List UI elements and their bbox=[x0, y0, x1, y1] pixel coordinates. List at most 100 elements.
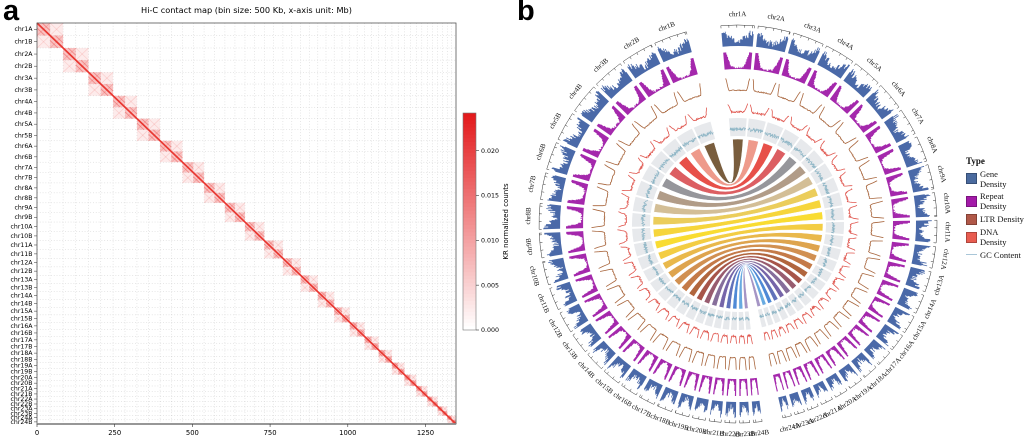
ltr-density-track bbox=[597, 164, 616, 186]
gene-density-track bbox=[789, 391, 803, 408]
dna-density-track bbox=[846, 237, 857, 251]
ltr-density-track bbox=[848, 140, 869, 162]
hic-y-label: chr17B bbox=[11, 344, 33, 351]
hic-y-label: chr4A bbox=[14, 99, 33, 106]
hic-y-label: chr16A bbox=[11, 323, 34, 330]
circos-sector-label: chr16A bbox=[897, 339, 916, 361]
hic-x-tick: 0 bbox=[35, 429, 39, 437]
repeat-density-track bbox=[595, 310, 620, 335]
gc-content-line bbox=[825, 246, 832, 257]
dna-density-track bbox=[668, 115, 687, 132]
ltr-density-track bbox=[785, 346, 797, 361]
hic-y-label: chr13A bbox=[11, 276, 34, 283]
hic-background bbox=[0, 0, 510, 445]
legend-item-label: Gene Density bbox=[980, 168, 1007, 189]
repeat-density-track bbox=[876, 279, 899, 302]
ribbon-chr20 bbox=[718, 262, 785, 309]
gc-content-block bbox=[685, 300, 701, 321]
repeat-density-track bbox=[792, 365, 808, 385]
dna-density-track bbox=[647, 298, 661, 311]
gc-content-line bbox=[658, 158, 670, 171]
ltr-density-track bbox=[813, 328, 829, 345]
circos-sector-label: chr8A bbox=[925, 135, 939, 154]
hic-y-label: chr13B bbox=[11, 285, 33, 292]
gene-density-track bbox=[884, 114, 909, 143]
ribbon-chr21 bbox=[725, 263, 779, 309]
hic-y-label: chr5B bbox=[14, 132, 32, 139]
gc-content-block bbox=[817, 177, 839, 197]
dna-density-track bbox=[639, 141, 656, 159]
repeat-density-track bbox=[575, 274, 599, 298]
gc-content-block bbox=[642, 165, 665, 187]
ltr-density-track bbox=[804, 336, 819, 352]
hic-y-label: chr2B bbox=[14, 63, 32, 70]
ltr-density-track bbox=[833, 311, 850, 328]
ltr-density-track bbox=[857, 273, 875, 290]
ltr-density-track bbox=[653, 92, 678, 114]
gene-density-track bbox=[863, 339, 886, 360]
gene-density-track bbox=[543, 204, 561, 230]
gc-content-line bbox=[814, 168, 824, 182]
ltr-density-track bbox=[799, 92, 823, 114]
legend-item-repeat-density: Repeat Density bbox=[966, 191, 1024, 211]
dna-density-track bbox=[838, 265, 850, 278]
gc-content-block bbox=[633, 240, 655, 257]
gene-density-track bbox=[756, 32, 789, 53]
circos-sector-label: chr3A bbox=[803, 21, 822, 35]
gc-content-block bbox=[713, 309, 724, 329]
gc-content-line bbox=[771, 310, 777, 315]
gc-content-block bbox=[775, 301, 789, 321]
gc-content-line bbox=[822, 257, 828, 268]
hic-x-tick: 250 bbox=[108, 429, 121, 437]
ltr-density-track bbox=[591, 230, 607, 249]
gene-density-track bbox=[556, 281, 578, 307]
gc-content-block bbox=[800, 280, 819, 299]
gene-density-track bbox=[607, 355, 632, 379]
gc-content-block bbox=[676, 295, 693, 315]
gene-density-track bbox=[788, 38, 821, 64]
ribbon-chr13 bbox=[667, 238, 821, 279]
circos-sector-label: chr10A bbox=[942, 193, 952, 215]
dna-density-track bbox=[678, 321, 690, 334]
ribbon-chr17 bbox=[696, 255, 803, 302]
circos-sector-label: chr12A bbox=[939, 248, 950, 270]
circos-sector-label: chr9B bbox=[524, 237, 534, 255]
dna-density-track bbox=[819, 140, 836, 157]
dna-density-track bbox=[738, 334, 746, 345]
gc-content-line bbox=[747, 127, 764, 134]
repeat-density-track bbox=[668, 365, 687, 387]
panel-b-label: b bbox=[517, 0, 535, 27]
gc-content-block bbox=[662, 138, 686, 163]
ribbon-chr3 bbox=[678, 142, 774, 191]
dna-density-track bbox=[710, 332, 719, 343]
gene-density-track bbox=[778, 395, 789, 412]
ltr-density-track bbox=[725, 78, 751, 92]
ribbon-chr6 bbox=[656, 165, 807, 208]
hic-y-label: chr24A bbox=[11, 415, 34, 422]
gene-density-track bbox=[913, 194, 931, 218]
gene-density-track bbox=[694, 397, 709, 413]
gc-content-line bbox=[664, 285, 675, 294]
dna-density-track bbox=[845, 188, 857, 203]
circos-sector-label: chr13A bbox=[932, 274, 946, 296]
ltr-density-track bbox=[768, 352, 778, 367]
ribbon-chr7 bbox=[653, 176, 814, 216]
repeat-density-track bbox=[750, 377, 759, 396]
hic-x-tick: 500 bbox=[186, 429, 199, 437]
homeolog-ribbons bbox=[652, 138, 824, 310]
gene-density-track bbox=[887, 306, 911, 330]
repeat-density-track bbox=[782, 370, 796, 389]
repeat-density-track bbox=[726, 378, 737, 396]
gc-content-block bbox=[824, 207, 844, 221]
hic-y-label: chr3B bbox=[14, 87, 32, 94]
ribbon-chr22 bbox=[732, 264, 773, 310]
hic-y-label: chr1B bbox=[14, 39, 32, 46]
gc-content-block bbox=[650, 273, 671, 292]
gene-density-track bbox=[911, 244, 931, 267]
dna-density-track bbox=[785, 322, 795, 333]
gc-content-line bbox=[829, 234, 835, 246]
colorbar-tick: 0.010 bbox=[481, 238, 499, 245]
circos-sector-label: chr24B bbox=[748, 428, 770, 438]
hic-y-label: chr20B bbox=[11, 380, 33, 387]
